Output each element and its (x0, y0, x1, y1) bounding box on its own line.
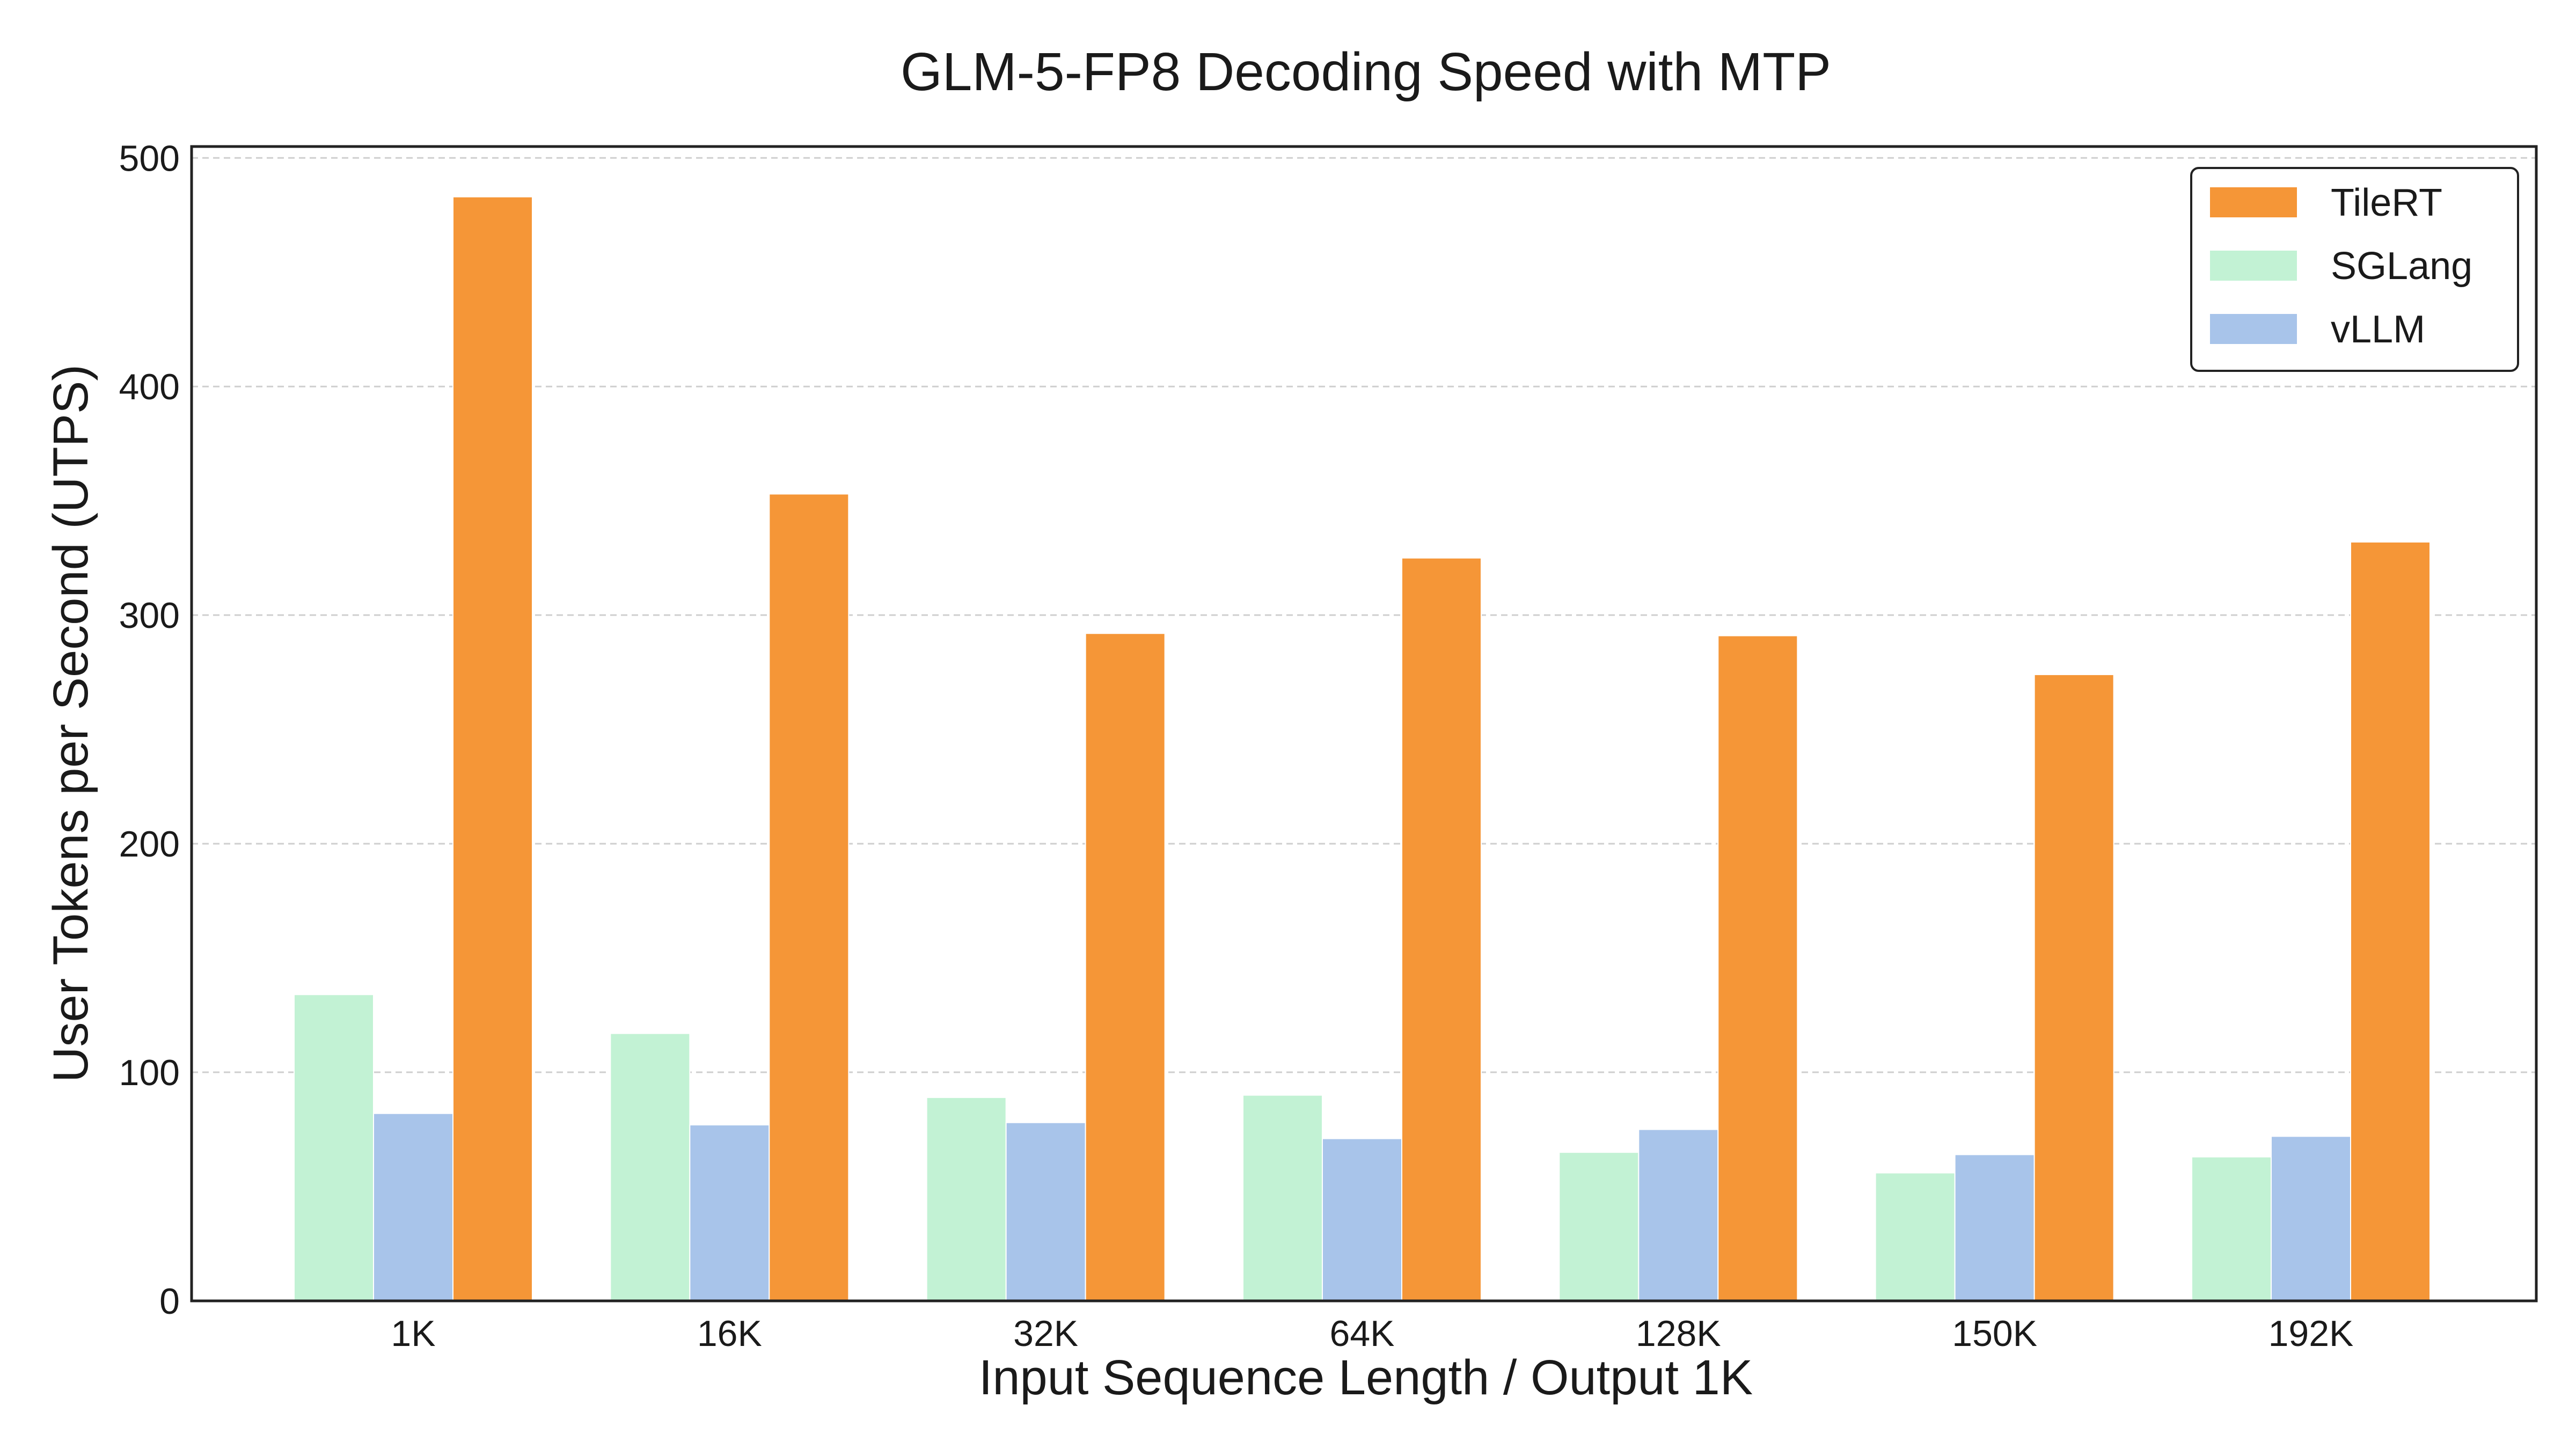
bar-sglang-1k (294, 994, 374, 1301)
plot-area-frame (190, 145, 2538, 1302)
legend-swatch-vllm (2210, 314, 2297, 344)
x-tick-label-1k: 1K (391, 1313, 435, 1354)
bar-tilert-150k (2033, 674, 2114, 1301)
bar-vllm-64k (1322, 1138, 1402, 1302)
bar-sglang-32k (926, 1096, 1007, 1301)
chart-title: GLM-5-FP8 Decoding Speed with MTP (901, 42, 1831, 102)
legend-label-vllm: vLLM (2331, 308, 2425, 351)
gridlines (192, 157, 2536, 1073)
x-axis-label: Input Sequence Length / Output 1K (979, 1350, 1753, 1405)
legend-items: TileRT SGLang vLLM (2210, 181, 2472, 351)
x-tick-label-192k: 192K (2268, 1313, 2354, 1354)
bar-tilert-192k (2350, 541, 2431, 1301)
bar-vllm-150k (1954, 1154, 2035, 1301)
bar-tilert-128k (1717, 635, 1798, 1301)
bar-tilert-32k (1085, 633, 1166, 1301)
bar-tilert-16k (769, 493, 850, 1301)
x-tick-label-150k: 150K (1952, 1313, 2037, 1354)
y-tick-label-400: 400 (119, 367, 180, 407)
bar-vllm-16k (689, 1124, 770, 1301)
x-tick-label-32k: 32K (1013, 1313, 1078, 1354)
bar-sglang-128k (1558, 1152, 1640, 1302)
y-axis-ticks: 0 100 200 300 400 500 (119, 138, 180, 1322)
x-tick-label-128k: 128K (1636, 1313, 1721, 1354)
legend-label-tilert: TileRT (2331, 181, 2442, 224)
y-tick-label-100: 100 (119, 1052, 180, 1093)
bar-vllm-192k (2271, 1136, 2351, 1301)
bar-vllm-128k (1638, 1129, 1719, 1301)
bar-tilert-64k (1401, 557, 1482, 1301)
y-axis-label: User Tokens per Second (UTPS) (43, 364, 98, 1082)
bar-vllm-1k (373, 1113, 453, 1302)
legend: TileRT SGLang vLLM (2190, 167, 2519, 372)
y-tick-label-500: 500 (119, 138, 180, 179)
bar-tilert-1k (452, 196, 533, 1301)
x-axis-ticks: 1K 16K 32K 64K 128K 150K 192K (391, 1313, 2353, 1354)
y-tick-label-0: 0 (159, 1281, 180, 1322)
legend-label-sglang: SGLang (2331, 245, 2472, 288)
y-tick-label-200: 200 (119, 824, 180, 865)
legend-swatch-sglang (2210, 251, 2297, 281)
bar-sglang-64k (1242, 1094, 1323, 1301)
bar-sglang-16k (610, 1033, 691, 1302)
bar-sglang-192k (2191, 1156, 2272, 1302)
bars-group (294, 196, 2431, 1302)
bar-sglang-150k (1875, 1172, 1956, 1302)
y-tick-label-300: 300 (119, 595, 180, 636)
bar-vllm-32k (1005, 1122, 1086, 1302)
x-tick-label-64k: 64K (1330, 1313, 1395, 1354)
x-tick-label-16k: 16K (697, 1313, 762, 1354)
legend-swatch-tilert (2210, 187, 2297, 217)
